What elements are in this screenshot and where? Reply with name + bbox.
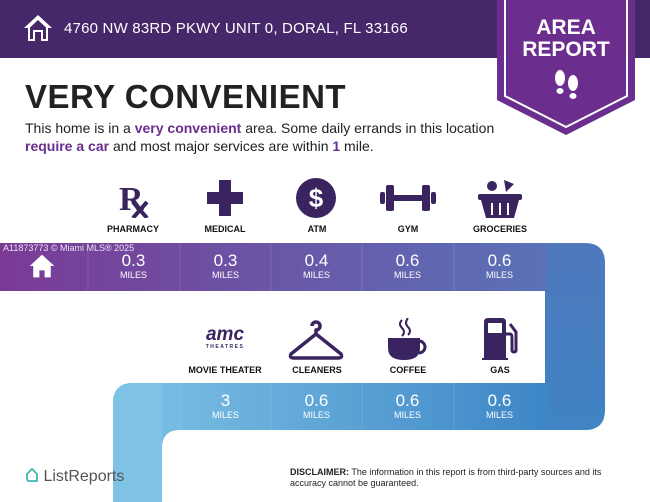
label-coffee: COFFEE bbox=[389, 365, 427, 375]
house-icon bbox=[24, 15, 52, 41]
distance-pharmacy: 0.3 MILES bbox=[119, 251, 147, 281]
listreports-logo: ListReports bbox=[25, 467, 124, 486]
label-cleaners: CLEANERS bbox=[292, 365, 342, 375]
gas-pump-icon bbox=[482, 318, 518, 360]
home-start-icon bbox=[29, 254, 55, 278]
mls-watermark: A11873773 © Miami MLS® 2025 bbox=[3, 243, 135, 253]
distance-gym: 0.6 MILES bbox=[393, 251, 421, 281]
area-report-badge bbox=[497, 0, 635, 135]
rx-icon: R bbox=[119, 181, 149, 218]
svg-text:$: $ bbox=[309, 183, 324, 213]
grocery-basket-icon bbox=[478, 180, 522, 218]
hanger-icon bbox=[288, 320, 344, 360]
coffee-cup-icon bbox=[388, 318, 427, 360]
distance-atm: 0.4 MILES bbox=[302, 251, 330, 281]
label-gym: GYM bbox=[397, 224, 419, 234]
label-gas: GAS bbox=[490, 365, 510, 375]
listreports-logo-icon bbox=[26, 467, 38, 482]
distance-movie-theater: 3 MILES bbox=[211, 391, 239, 421]
dumbbell-icon bbox=[380, 185, 436, 211]
label-pharmacy: PHARMACY bbox=[106, 224, 159, 234]
distance-cleaners: 0.6 MILES bbox=[302, 391, 330, 421]
label-atm: ATM bbox=[307, 224, 327, 234]
distance-groceries: 0.6 MILES bbox=[485, 251, 513, 281]
distance-medical: 0.3 MILES bbox=[211, 251, 239, 281]
label-groceries: GROCERIES bbox=[472, 224, 527, 234]
distance-coffee: 0.6 MILES bbox=[393, 391, 421, 421]
description: This home is in a very convenient area. … bbox=[25, 120, 495, 154]
badge-line1: AREA bbox=[536, 16, 596, 39]
label-medical: MEDICAL bbox=[204, 224, 246, 234]
footprints-icon bbox=[555, 70, 578, 99]
label-movie-theater: MOVIE THEATER bbox=[188, 365, 262, 375]
badge-line2: REPORT bbox=[522, 38, 610, 61]
disclaimer: DISCLAIMER: The information in this repo… bbox=[290, 467, 602, 488]
amc-theatres-logo: amc THEATRES bbox=[205, 324, 245, 350]
medical-cross-icon bbox=[207, 180, 243, 216]
dollar-icon: $ bbox=[296, 178, 336, 218]
property-address: 4760 NW 83RD PKWY UNIT 0, DORAL, FL 3316… bbox=[64, 20, 408, 37]
distance-gas: 0.6 MILES bbox=[485, 391, 513, 421]
page-title: VERY CONVENIENT bbox=[25, 78, 347, 115]
